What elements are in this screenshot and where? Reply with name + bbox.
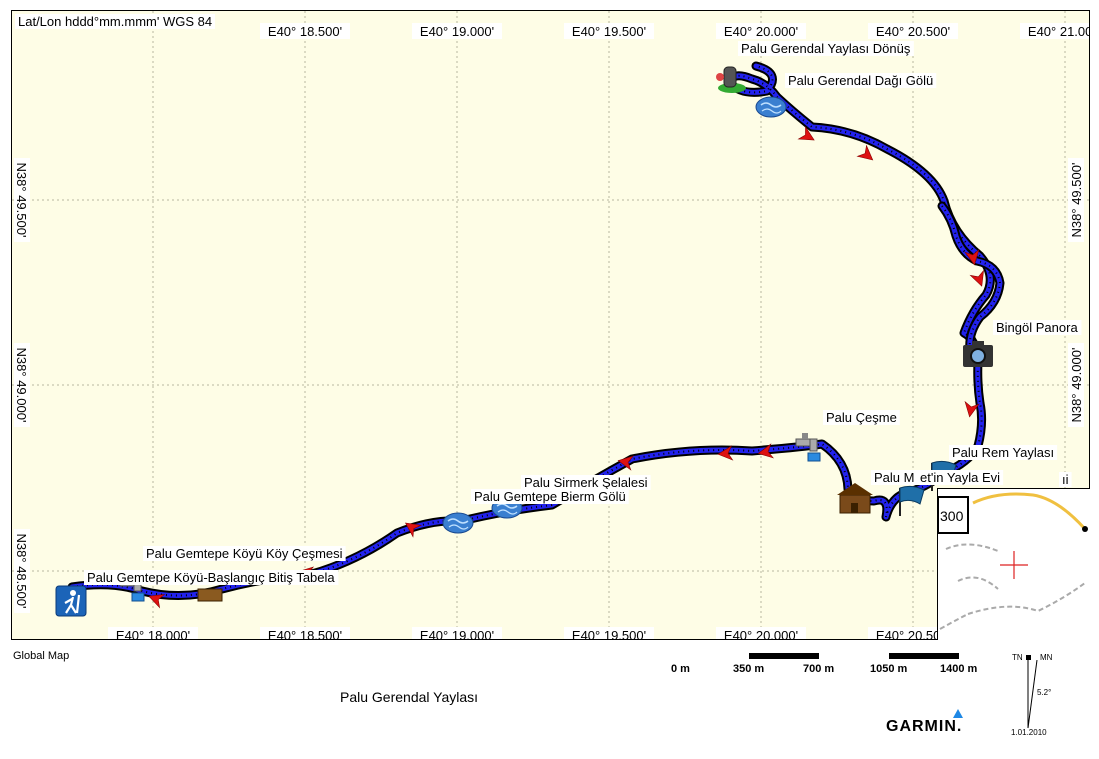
- camera-icon: [963, 341, 993, 367]
- lon-tick-label: E40° 19.000': [420, 24, 494, 39]
- lat-tick-label: N38° 49.000': [14, 348, 29, 423]
- map-svg: Palu Gerendal Yaylası Dönüş Palu Gerendal…: [12, 11, 1090, 640]
- lat-tick-label: N38° 49.500': [14, 163, 29, 238]
- waypoint-label: Palu Gemtepe Bierm Gölü: [474, 489, 626, 504]
- direction-arrow-icon: [969, 269, 984, 287]
- map-title: Palu Gerendal Yaylası: [340, 689, 479, 705]
- waypoint-label: Palu Gerendal Yaylası Dönüş: [741, 41, 911, 56]
- direction-arrow-icon: [404, 522, 423, 538]
- lat-tick-label: N38° 49.500': [1069, 163, 1084, 238]
- lon-tick-label: E40° 18.500': [268, 24, 342, 39]
- waypoint-label: Palu Gerendal Dağı Gölü: [788, 73, 933, 88]
- direction-arrow-icon: [797, 125, 815, 141]
- lon-tick-label: E40° 20.500': [876, 628, 950, 640]
- lon-tick-label: E40° 21.000': [1028, 24, 1090, 39]
- direction-arrow-icon: [964, 400, 980, 418]
- lon-tick-label: E40° 19.000': [420, 628, 494, 640]
- track-dots: [941, 205, 1002, 352]
- waypoint-label: Palu Çeşme: [826, 410, 897, 425]
- scale-label-3: 1050 m: [870, 663, 908, 675]
- waypoint-label: Palu Sirmerk Şelalesi: [524, 475, 648, 490]
- waypoint-label: et'in Yayla Evi: [920, 470, 1000, 485]
- flag-icon: [899, 485, 925, 516]
- map-canvas[interactable]: Palu Gerendal Yaylası Dönüş Palu Gerendal…: [11, 10, 1090, 640]
- track-dots: [71, 65, 992, 597]
- garmin-triangle-icon: [953, 709, 963, 718]
- overview-inset[interactable]: 300: [937, 488, 1090, 640]
- track-layer: [67, 61, 1005, 600]
- scale-label-1: 350 m: [733, 663, 765, 675]
- waypoint-label: Bingöl Panora: [996, 320, 1078, 335]
- faucet-icon: [795, 433, 821, 462]
- hiker-pack-icon: [716, 66, 746, 93]
- direction-arrow-icon: [148, 594, 166, 609]
- scale-label-2: 700 m: [803, 663, 835, 675]
- direction-arrow-icon: [757, 443, 775, 459]
- grid-lines: [12, 11, 1089, 639]
- waypoint-label: ıi: [1062, 472, 1069, 487]
- scale-label-0: 0 m: [671, 663, 690, 675]
- lat-tick-label: N38° 49.000': [1069, 348, 1084, 423]
- direction-arrow-icon: [717, 445, 734, 461]
- inset-svg: 300: [938, 492, 1088, 630]
- lake-icon: [755, 96, 787, 118]
- star-icon: [1026, 655, 1031, 660]
- scale-label-4: 1400 m: [940, 663, 978, 675]
- inset-value: 300: [940, 508, 964, 524]
- lon-tick-label: E40° 18.000': [116, 628, 190, 640]
- waypoint-icons: [55, 66, 993, 617]
- lon-tick-label: E40° 20.000': [724, 24, 798, 39]
- lon-tick-label: E40° 19.500': [572, 24, 646, 39]
- track-outline: [67, 61, 995, 600]
- waypoint-label: Palu M: [874, 470, 914, 485]
- coord-format: Lat/Lon hddd°mm.mmm' WGS 84: [15, 14, 216, 29]
- cabin-icon: [837, 483, 873, 514]
- sign-icon: [197, 588, 223, 602]
- direction-arrow-icon: [617, 455, 635, 471]
- direction-arrows: [148, 125, 984, 609]
- lon-tick-label: E40° 20.000': [724, 628, 798, 640]
- waypoint-label: Palu Gemtepe Köyü Köy Çeşmesi: [146, 546, 343, 561]
- hiker-icon: [55, 585, 87, 617]
- waypoint-label: Palu Rem Yaylası: [952, 445, 1054, 460]
- lon-tick-label: E40° 20.500': [876, 24, 950, 39]
- lake-icon: [442, 512, 474, 534]
- track-line: [69, 63, 993, 598]
- map-source: Global Map: [13, 650, 70, 662]
- waypoint-label: Palu Gemtepe Köyü-Başlangıç Bitiş Tabela: [87, 570, 335, 585]
- lon-tick-label: E40° 19.500': [572, 628, 646, 640]
- direction-arrow-icon: [856, 144, 874, 161]
- waypoint-labels: Palu Gerendal Yaylası Dönüş Palu Gerendal…: [84, 41, 1082, 585]
- lon-tick-label: E40° 18.500': [268, 628, 342, 640]
- lat-tick-label: N38° 48.500': [14, 534, 29, 609]
- direction-arrow-icon: [964, 248, 980, 266]
